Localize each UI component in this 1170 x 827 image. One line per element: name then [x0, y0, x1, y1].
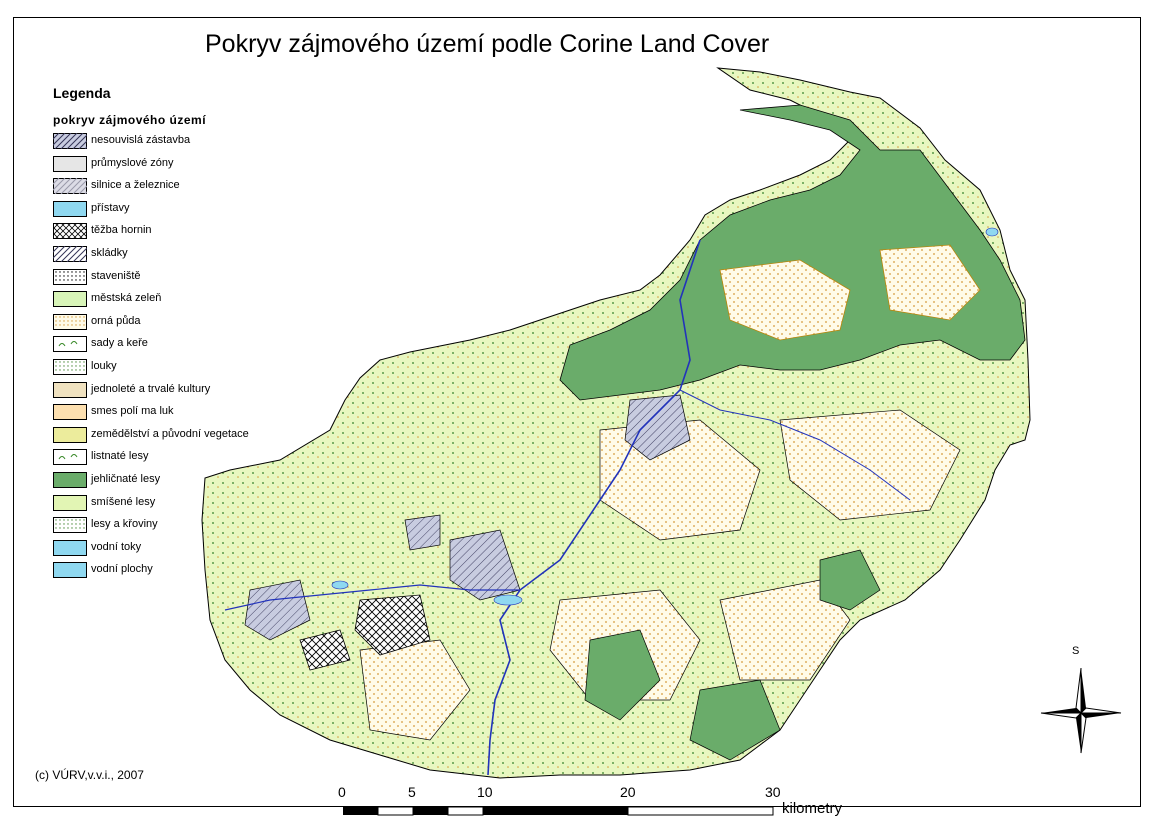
- legend-item: silnice a železnice: [53, 178, 313, 195]
- scale-tick-5: 5: [408, 784, 416, 800]
- legend-item: staveniště: [53, 268, 313, 285]
- legend-swatch: [53, 472, 87, 488]
- compass-rose-icon: [1040, 667, 1122, 754]
- legend-item: vodní plochy: [53, 562, 313, 579]
- legend-item: orná půda: [53, 313, 313, 330]
- legend-item: zemědělství a původní vegetace: [53, 426, 313, 443]
- legend-label: vodní toky: [91, 540, 142, 553]
- legend-label: orná půda: [91, 314, 141, 327]
- legend-label: jehličnaté lesy: [91, 473, 161, 485]
- legend-swatch: [53, 517, 87, 534]
- legend-item: nesouvislá zástavba: [53, 133, 313, 149]
- arable-patch-6: [719, 579, 851, 681]
- arable-patch-7: [359, 639, 471, 741]
- urban-area-1: [244, 579, 311, 641]
- legend-swatch: [53, 268, 87, 285]
- legend-label: staveniště: [91, 269, 141, 282]
- legend-label: skládky: [91, 247, 128, 259]
- legend-swatch: [53, 494, 87, 511]
- legend-label: smíšené lesy: [91, 495, 156, 508]
- legend-label: sady a keře: [91, 337, 148, 350]
- urban-area-4: [404, 514, 441, 551]
- conifer-forest-north: [559, 104, 1026, 401]
- scale-tick-30: 30: [765, 784, 781, 800]
- arable-patch-2: [879, 244, 981, 321]
- legend-swatch: [53, 449, 87, 466]
- urban-area-2: [449, 529, 521, 601]
- legend-swatch: [53, 336, 87, 353]
- legend-swatch: [53, 539, 87, 556]
- legend-swatch: [53, 246, 87, 262]
- conifer-forest-south-2: [689, 679, 781, 761]
- legend-item: městská zeleň: [53, 291, 313, 308]
- legend-swatch: [53, 178, 87, 195]
- legend-heading: Legenda: [53, 85, 111, 101]
- legend-item: smes polí ma luk: [53, 404, 313, 421]
- legend-item: těžba hornin: [53, 223, 313, 240]
- legend-item: průmyslové zóny: [53, 155, 313, 172]
- legend-label: smes polí ma luk: [91, 405, 174, 418]
- river-east: [679, 389, 911, 501]
- legend-item: listnaté lesy: [53, 449, 313, 466]
- copyright-note: (c) VÚRV,v.v.i., 2007: [35, 768, 144, 782]
- legend-swatch: [53, 133, 87, 149]
- scale-tick-20: 20: [620, 784, 636, 800]
- urban-area-3: [624, 394, 691, 461]
- river-tributary: [224, 584, 520, 611]
- legend-label: zemědělství a původní vegetace: [91, 427, 249, 440]
- legend-swatch: [53, 359, 87, 375]
- water-body-2: [331, 580, 349, 590]
- quarry-area-1: [354, 594, 431, 656]
- legend-label: lesy a křoviny: [91, 518, 158, 531]
- river-main: [487, 239, 701, 776]
- legend-label: přístavy: [91, 201, 130, 214]
- water-body-3: [985, 227, 999, 237]
- arable-patch-1: [719, 259, 851, 341]
- legend-item: vodní toky: [53, 539, 313, 556]
- legend-subheading: pokryv zájmového území: [53, 113, 207, 127]
- legend-label: městská zeleň: [91, 292, 162, 305]
- compass-label: S: [1072, 645, 1080, 657]
- water-body-1: [493, 594, 523, 606]
- legend-swatch: [53, 404, 87, 421]
- legend-item: sady a keře: [53, 336, 313, 353]
- legend-swatch: [53, 155, 87, 172]
- legend-swatch: [53, 426, 87, 443]
- legend-swatch: [53, 200, 87, 217]
- legend-label: louky: [91, 360, 117, 372]
- conifer-forest-south-3: [819, 549, 881, 611]
- legend-swatch: [53, 381, 87, 398]
- legend-label: jednoleté a trvalé kultury: [91, 382, 211, 395]
- legend-item: louky: [53, 359, 313, 375]
- conifer-forest-south-1: [584, 629, 661, 721]
- legend-label: silnice a železnice: [91, 179, 180, 192]
- legend-item: skládky: [53, 246, 313, 262]
- quarry-area-2: [299, 629, 351, 671]
- legend-swatch: [53, 562, 87, 579]
- scale-unit: kilometry: [782, 800, 843, 817]
- legend-item: jehličnaté lesy: [53, 472, 313, 488]
- land-cover-map: [201, 67, 1031, 779]
- scale-tick-10: 10: [477, 784, 493, 800]
- legend-item: jednoleté a trvalé kultury: [53, 381, 313, 398]
- legend-label: průmyslové zóny: [91, 156, 174, 169]
- map-title: Pokryv zájmového území podle Corine Land…: [205, 30, 770, 58]
- arable-patch-4: [779, 409, 961, 521]
- legend-label: listnaté lesy: [91, 450, 149, 463]
- legend-item: lesy a křoviny: [53, 517, 313, 534]
- legend-item: přístavy: [53, 200, 313, 217]
- legend-label: nesouvislá zástavba: [91, 134, 191, 146]
- legend-swatch: [53, 291, 87, 308]
- legend-label: těžba hornin: [91, 224, 152, 237]
- legend-item: smíšené lesy: [53, 494, 313, 511]
- scale-bar: [343, 806, 774, 816]
- legend-swatch: [53, 313, 87, 330]
- legend-swatch: [53, 223, 87, 240]
- legend-label: vodní plochy: [91, 563, 153, 576]
- scale-tick-0: 0: [338, 784, 346, 800]
